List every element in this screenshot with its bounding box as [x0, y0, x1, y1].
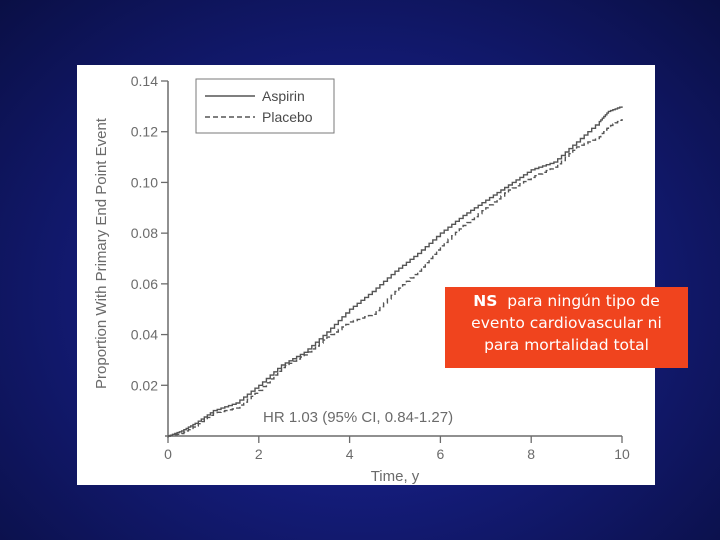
axes: 0.02 0.04 0.06 0.08 0.10 0.12 0.14 0 2 4 6 8 10 [131, 73, 630, 462]
x-tick-label: 4 [346, 446, 354, 462]
y-tick-label: 0.04 [131, 327, 158, 343]
y-axis-title: Proportion With Primary End Point Event [93, 117, 110, 389]
x-tick-label: 10 [614, 446, 630, 462]
y-tick-label: 0.12 [131, 124, 158, 140]
chart-canvas: 0.02 0.04 0.06 0.08 0.10 0.12 0.14 0 2 4 6 8 10 Aspi… [93, 73, 630, 485]
series-line-aspirin [168, 106, 623, 437]
x-tick-label: 6 [437, 446, 445, 462]
callout-line-2: evento cardiovascular ni [471, 314, 662, 332]
ns-callout-box: NS para ningún tipo de evento cardiovasc… [445, 287, 688, 368]
callout-line-3: para mortalidad total [484, 336, 649, 354]
y-tick-label: 0.08 [131, 225, 158, 241]
hazard-ratio-annotation: HR 1.03 (95% CI, 0.84-1.27) [263, 409, 453, 426]
legend: Aspirin Placebo [195, 78, 335, 134]
callout-ns-bold: NS [473, 292, 498, 310]
series-line-placebo [168, 119, 623, 437]
y-tick-label: 0.14 [131, 73, 158, 89]
y-tick-label: 0.02 [131, 377, 158, 393]
x-axis-title: Time, y [371, 468, 420, 485]
y-tick-label: 0.06 [131, 276, 158, 292]
legend-label-placebo: Placebo [262, 109, 313, 125]
y-tick-label: 0.10 [131, 174, 158, 190]
series-lines [168, 106, 623, 437]
callout-line-1: NS para ningún tipo de [445, 290, 688, 312]
x-tick-label: 0 [164, 446, 172, 462]
legend-label-aspirin: Aspirin [262, 88, 305, 104]
survival-chart: 0.02 0.04 0.06 0.08 0.10 0.12 0.14 0 2 4 6 8 10 Aspi… [77, 65, 655, 485]
x-tick-label: 8 [527, 446, 535, 462]
x-tick-label: 2 [255, 446, 263, 462]
callout-line-1-text: para ningún tipo de [507, 292, 660, 310]
legend-box [195, 78, 335, 134]
